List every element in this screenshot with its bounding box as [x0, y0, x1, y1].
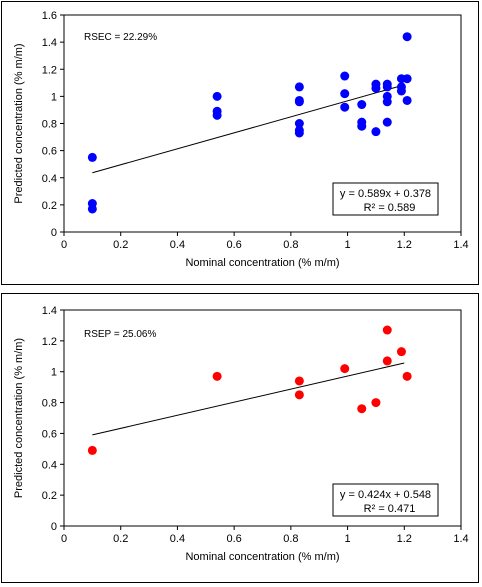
x-tick-label: 0.6 — [226, 533, 241, 545]
fit-statistic-label: RSEC = 22.29% — [84, 32, 157, 43]
x-tick-label: 0 — [61, 533, 67, 545]
data-point — [371, 127, 381, 137]
data-point — [294, 128, 304, 138]
data-point — [382, 82, 392, 92]
x-tick-label: 1.2 — [397, 533, 412, 545]
y-tick-label: 0.6 — [42, 428, 57, 440]
data-point — [396, 86, 406, 96]
y-tick-label: 1 — [51, 91, 57, 103]
x-tick-label: 0.8 — [283, 533, 298, 545]
data-point — [294, 390, 304, 400]
data-point — [382, 325, 392, 335]
data-point — [402, 371, 412, 381]
trendline — [92, 362, 405, 436]
equation-box — [332, 483, 439, 517]
data-point — [382, 356, 392, 366]
data-point — [402, 95, 412, 105]
fit-statistic-label: RSEP = 25.06% — [84, 329, 156, 340]
x-tick-label: 0.8 — [283, 239, 298, 251]
x-tick-label: 0.4 — [170, 533, 185, 545]
regression-equation: y = 0.589x + 0.378 — [340, 188, 431, 200]
data-point — [371, 83, 381, 93]
data-point — [357, 404, 367, 414]
y-tick-label: 0 — [51, 227, 57, 239]
y-tick-label: 0.2 — [42, 490, 57, 502]
data-point — [294, 82, 304, 92]
chart-panel-prediction: 0 0.2 0.4 0.6 0.8 1 1.2 1.4 0 0.2 0.4 0.6 0.8 1 1.2 1.4… — [1, 293, 479, 583]
regression-equation: y = 0.424x + 0.548 — [340, 489, 431, 501]
x-axis-title: Nominal concentration (% m/m) — [185, 551, 339, 563]
y-tick-label: 0.2 — [42, 200, 57, 212]
data-point — [294, 97, 304, 107]
y-tick-label: 1.2 — [42, 336, 57, 348]
r-squared-label: R² = 0.471 — [364, 503, 416, 515]
data-point — [340, 71, 350, 81]
data-point — [357, 121, 367, 131]
y-axis-title: Predicted concentration (% m/m) — [13, 338, 25, 498]
data-point — [382, 97, 392, 107]
y-tick-label: 1.2 — [42, 64, 57, 76]
data-point — [396, 347, 406, 357]
x-tick-label: 1 — [345, 239, 351, 251]
x-tick-label: 1 — [345, 533, 351, 545]
y-axis-title: Predicted concentration (% m/m) — [13, 43, 25, 203]
y-tick-label: 0.8 — [42, 398, 57, 410]
x-tick-label: 0.6 — [226, 239, 241, 251]
data-point — [212, 91, 222, 101]
y-tick-label: 0.6 — [42, 146, 57, 158]
data-point — [87, 204, 97, 214]
x-tick-label: 1.4 — [453, 533, 468, 545]
data-point — [340, 364, 350, 374]
plot-area — [63, 309, 462, 527]
data-point — [294, 376, 304, 386]
data-point — [212, 371, 222, 381]
x-tick-label: 0.4 — [170, 239, 185, 251]
calibration-scatter-chart: 0 0.2 0.4 0.6 0.8 1 1.2 1.4 0 0.2 0.4 0.6 0.8 1 1.2 1.4… — [13, 10, 469, 269]
y-tick-label: 1.4 — [42, 37, 57, 49]
data-point — [294, 119, 304, 128]
data-point — [212, 110, 222, 120]
data-point — [340, 102, 350, 112]
data-point — [87, 445, 97, 455]
data-point — [340, 89, 350, 99]
x-tick-label: 0.2 — [113, 239, 128, 251]
data-point — [382, 117, 392, 127]
x-tick-label: 1.4 — [453, 239, 468, 251]
y-tick-label: 1.4 — [42, 305, 57, 317]
r-squared-label: R² = 0.589 — [364, 202, 416, 214]
y-tick-label: 0 — [51, 521, 57, 533]
prediction-scatter-chart: 0 0.2 0.4 0.6 0.8 1 1.2 1.4 0 0.2 0.4 0.6 0.8 1 1.2 1.4… — [13, 305, 469, 563]
y-tick-label: 1 — [51, 367, 57, 379]
data-point — [402, 74, 412, 84]
data-point — [402, 32, 412, 42]
y-tick-label: 0.8 — [42, 119, 57, 131]
x-tick-label: 0.2 — [113, 533, 128, 545]
equation-box — [332, 182, 439, 216]
data-point — [87, 152, 97, 162]
x-axis-title: Nominal concentration (% m/m) — [185, 257, 339, 269]
y-tick-label: 0.4 — [42, 173, 57, 185]
data-point — [357, 100, 367, 110]
x-tick-label: 0 — [61, 239, 67, 251]
x-tick-label: 1.2 — [397, 239, 412, 251]
y-tick-label: 0.4 — [42, 459, 57, 471]
y-tick-label: 1.6 — [42, 10, 57, 22]
chart-panel-calibration: 0 0.2 0.4 0.6 0.8 1 1.2 1.4 0 0.2 0.4 0.6 0.8 1 1.2 1.4… — [1, 1, 479, 285]
trendline — [92, 84, 405, 174]
data-point — [371, 398, 381, 408]
